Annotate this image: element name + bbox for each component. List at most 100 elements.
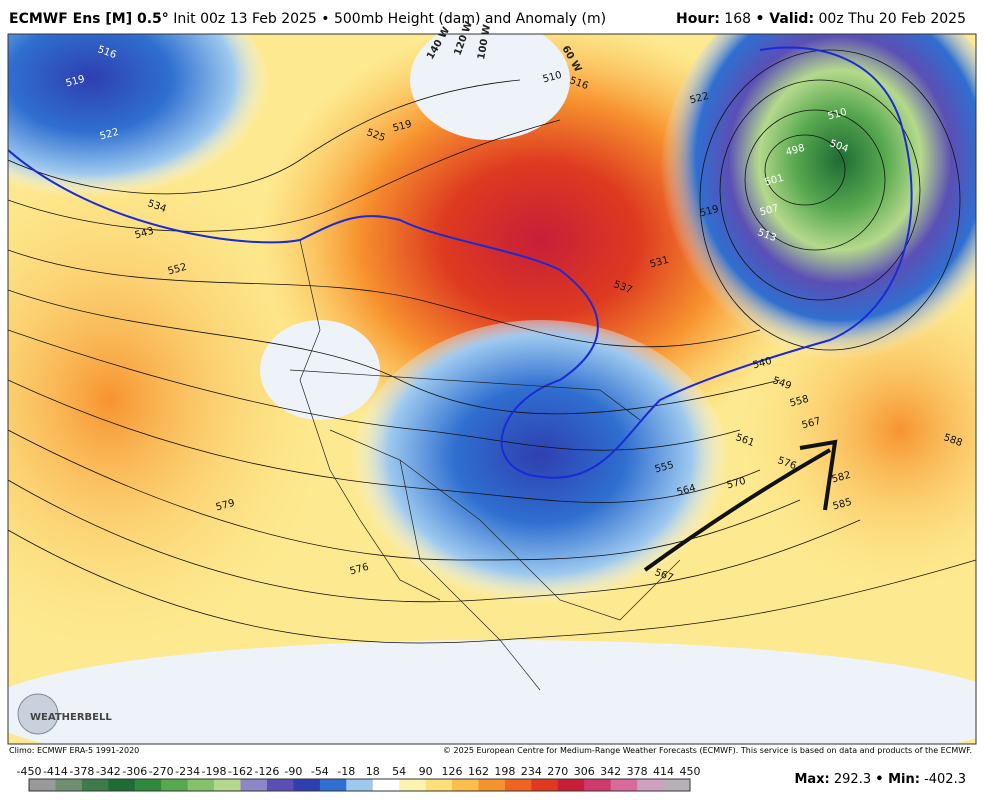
stats: Max: 292.3 • Min: -402.3 — [794, 772, 966, 787]
contour-label: 519 — [392, 119, 413, 135]
contour-label: 522 — [99, 127, 120, 143]
borders — [289, 239, 681, 691]
colorbar-swatch — [346, 779, 374, 791]
colorbar-tick-label: -54 — [311, 765, 329, 778]
colorbar-tick-label: -306 — [122, 765, 147, 778]
map-frame — [7, 33, 977, 745]
colorbar-swatch — [637, 779, 665, 791]
colorbar-swatch — [293, 779, 321, 791]
colorbar-swatch — [214, 779, 242, 791]
map-field — [8, 34, 976, 744]
title: ECMWF Ens [M] 0.5° — [9, 11, 169, 27]
colorbar-tick-label: 54 — [392, 765, 406, 778]
colorbar-tick-label: -162 — [228, 765, 253, 778]
contour-label: 507 — [759, 203, 780, 219]
colorbar-swatch — [663, 779, 691, 791]
valid-label: • Valid: — [755, 11, 815, 27]
colorbar-tick-label: 126 — [442, 765, 463, 778]
colorbar-tick-label: -378 — [69, 765, 94, 778]
contour-label: 579 — [215, 498, 236, 514]
min-value: -402.3 — [924, 772, 966, 787]
contour-label: 522 — [689, 91, 710, 107]
colorbar-swatch — [161, 779, 189, 791]
contour-label: 582 — [831, 470, 852, 486]
contour-540 — [8, 46, 913, 479]
contour-label: 498 — [785, 143, 806, 159]
colorbar-swatch — [81, 779, 109, 791]
colorbar-tick-label: -414 — [43, 765, 68, 778]
colorbar-tick-label: 90 — [419, 765, 433, 778]
contour-label: 510 — [542, 70, 563, 86]
contour-label: 540 — [752, 356, 773, 372]
colorbar-swatch — [372, 779, 400, 791]
min-label: • Min: — [875, 772, 920, 787]
contour-label: 555 — [654, 460, 675, 476]
colorbar: -450 -414 -378 -342 -306 -270 -234 -198 -162 -126… — [17, 765, 701, 792]
colorbar-tick-label: -450 — [17, 765, 42, 778]
colorbar-swatch — [425, 779, 453, 791]
colorbar-tick-label: 306 — [574, 765, 595, 778]
header-left: ECMWF Ens [M] 0.5° Init 00z 13 Feb 2025 … — [9, 11, 606, 27]
colorbar-swatch — [584, 779, 612, 791]
contour-label: 519 — [699, 204, 720, 220]
colorbar-swatch — [531, 779, 559, 791]
contour-label: 570 — [726, 476, 747, 492]
colorbar-tick-label: 342 — [600, 765, 621, 778]
colorbar-swatch — [187, 779, 215, 791]
colorbar-tick-label: 234 — [521, 765, 542, 778]
colorbar-swatch — [610, 779, 638, 791]
contour-label: 564 — [676, 483, 697, 499]
colorbar-swatch — [240, 779, 268, 791]
colorbar-tick-label: 18 — [366, 765, 380, 778]
colorbar-swatch — [319, 779, 347, 791]
colorbar-swatch — [134, 779, 162, 791]
header-right: Hour: 168 • Valid: 00z Thu 20 Feb 2025 — [676, 11, 966, 27]
colorbar-tick-label: -18 — [337, 765, 355, 778]
climo: Climo: ECMWF ERA-5 1991-2020 — [9, 746, 140, 755]
hour: 168 — [724, 11, 752, 27]
colorbar-tick-label: -234 — [175, 765, 200, 778]
copyright: © 2025 European Centre for Medium-Range … — [443, 746, 972, 755]
colorbar-swatch — [504, 779, 532, 791]
contour-label: 543 — [134, 226, 155, 242]
colorbar-frame — [28, 778, 691, 792]
colorbar-swatch — [399, 779, 427, 791]
contour-label: 531 — [649, 255, 670, 271]
logo: WEATHERBELL — [17, 693, 112, 735]
contour-label: 567 — [801, 416, 822, 432]
colorbar-tick-label: -342 — [96, 765, 121, 778]
annotation-arrow — [643, 439, 838, 572]
colorbar-tick-label: 162 — [468, 765, 489, 778]
colorbar-swatch — [557, 779, 585, 791]
colorbar-tick-label: 378 — [627, 765, 648, 778]
contour-label: 552 — [167, 262, 188, 278]
contour-label: 558 — [789, 394, 810, 410]
colorbar-swatch — [266, 779, 294, 791]
colorbar-tick-label: 198 — [494, 765, 515, 778]
colorbar-tick-label: -126 — [254, 765, 279, 778]
colorbar-swatch — [452, 779, 479, 791]
contour-label: 501 — [764, 173, 785, 189]
colorbar-tick-label: 414 — [653, 765, 674, 778]
contour-label: 585 — [832, 497, 853, 513]
contours — [8, 49, 976, 644]
valid: 00z Thu 20 Feb 2025 — [818, 11, 967, 27]
colorbar-swatch — [55, 779, 83, 791]
colorbar-tick-label: -270 — [149, 765, 174, 778]
max-label: Max: — [794, 772, 830, 787]
colorbar-swatch — [108, 779, 136, 791]
contour-label: 576 — [349, 562, 370, 578]
max-value: 292.3 — [833, 772, 872, 787]
hour-label: Hour: — [676, 11, 720, 27]
colorbar-tick-label: -90 — [284, 765, 302, 778]
contour-label: 519 — [65, 74, 86, 90]
colorbar-swatch — [478, 779, 506, 791]
contour-label: 510 — [827, 107, 848, 123]
colorbar-tick-label: 450 — [680, 765, 701, 778]
colorbar-tick-label: 270 — [547, 765, 568, 778]
logo-text: WEATHERBELL — [30, 712, 112, 723]
subtitle: Init 00z 13 Feb 2025 • 500mb Height (dam… — [173, 11, 607, 27]
colorbar-swatch — [29, 779, 56, 791]
